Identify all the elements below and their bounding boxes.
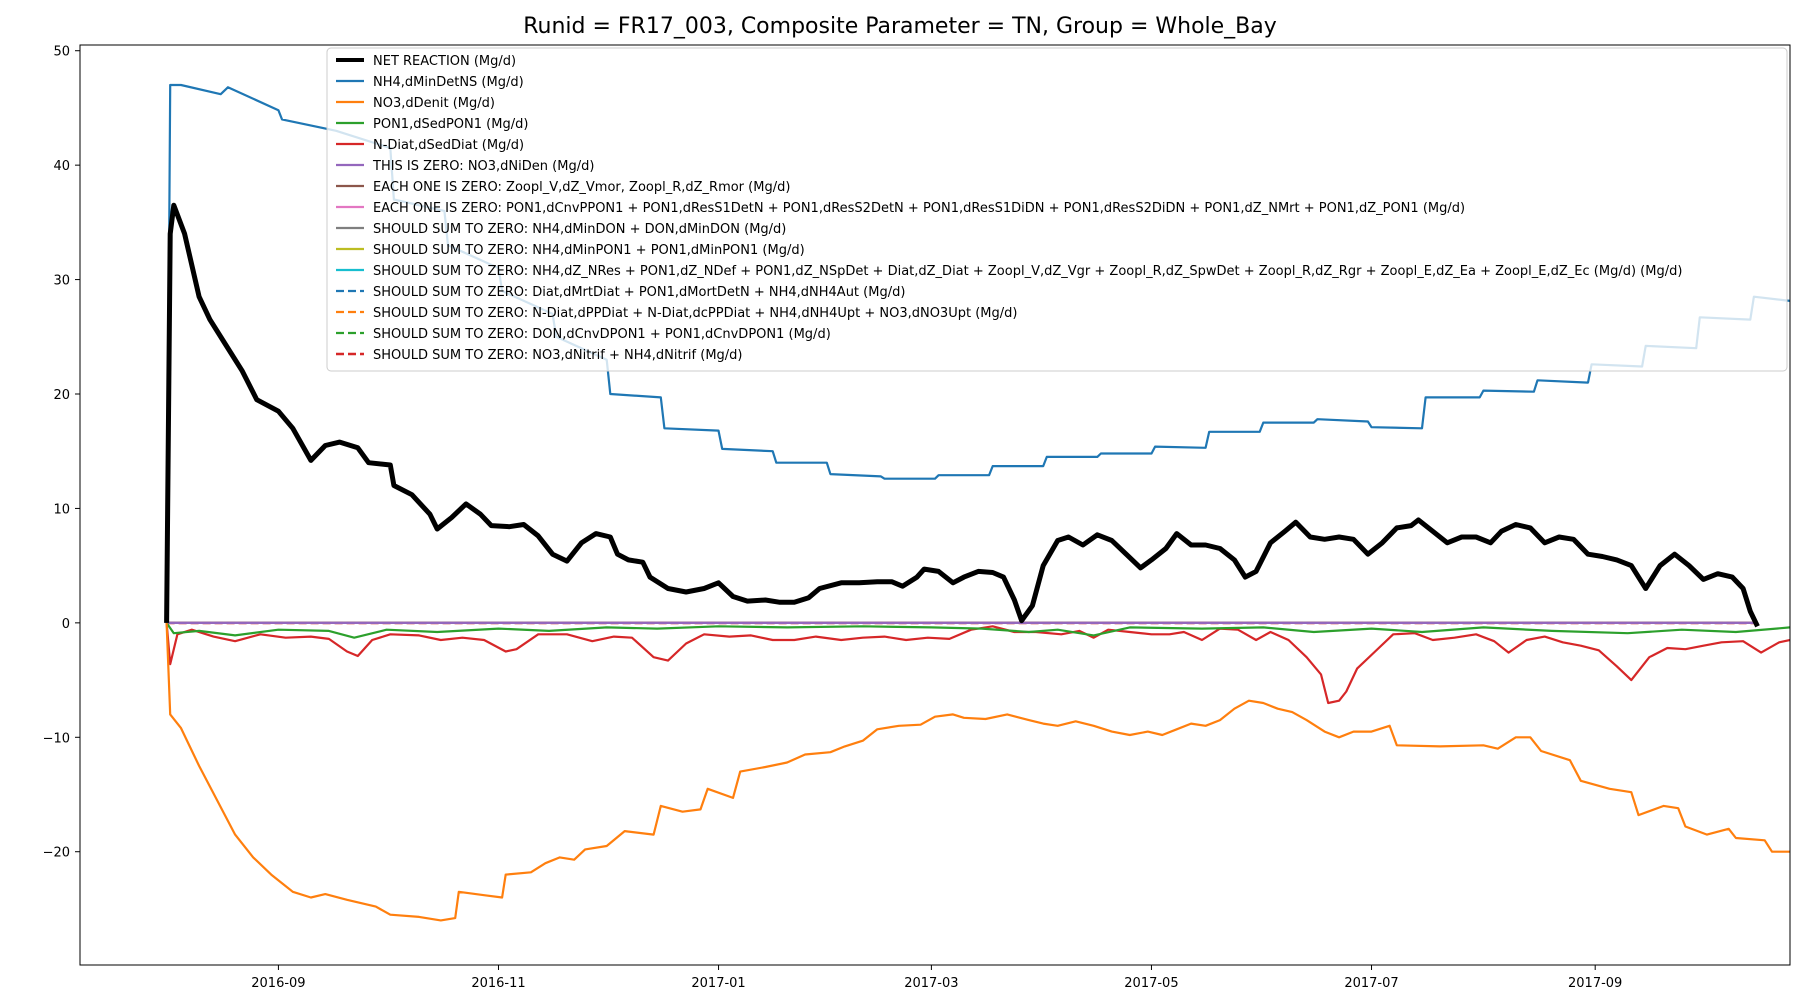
y-tick-label: 10 [53, 502, 70, 517]
chart-title: Runid = FR17_003, Composite Parameter = … [523, 14, 1277, 39]
legend-label: N-Diat,dSedDiat (Mg/d) [373, 138, 524, 153]
chart-legend: NET REACTION (Mg/d) NH4,dMinDetNS (Mg/d) N… [326, 47, 1788, 372]
legend-label: SHOULD SUM TO ZERO: N-Diat,dPPDiat + N-D… [373, 306, 1017, 321]
legend-label: SHOULD SUM TO ZERO: Diat,dMrtDiat + PON1… [373, 285, 905, 300]
y-tick-label: −10 [43, 731, 70, 746]
legend-label: NO3,dDenit (Mg/d) [373, 96, 495, 111]
legend-label: THIS IS ZERO: NO3,dNiDen (Mg/d) [372, 159, 594, 174]
legend-label: PON1,dSedPON1 (Mg/d) [373, 117, 528, 132]
x-tick-label: 2016-09 [251, 976, 305, 991]
legend-label: SHOULD SUM TO ZERO: NH4,dMinPON1 + PON1,… [373, 243, 805, 258]
legend-label: NET REACTION (Mg/d) [373, 54, 516, 69]
legend-label: EACH ONE IS ZERO: Zoopl_V,dZ_Vmor, Zoopl… [373, 180, 790, 195]
x-tick-label: 2017-07 [1344, 976, 1398, 991]
x-tick-label: 2017-03 [904, 976, 958, 991]
x-tick-label: 2017-01 [691, 976, 745, 991]
legend-label: EACH ONE IS ZERO: PON1,dCnvPPON1 + PON1,… [373, 201, 1465, 216]
legend-label: SHOULD SUM TO ZERO: DON,dCnvDPON1 + PON1… [373, 327, 831, 342]
y-tick-label: 20 [53, 388, 70, 403]
series-line-2 [165, 622, 1790, 922]
legend-label: SHOULD SUM TO ZERO: NO3,dNitrif + NH4,dN… [373, 348, 742, 363]
x-tick-label: 2017-09 [1568, 976, 1622, 991]
legend-label: SHOULD SUM TO ZERO: NH4,dMinDON + DON,dM… [373, 222, 786, 237]
y-tick-label: 30 [53, 274, 70, 289]
x-tick-label: 2016-11 [471, 976, 525, 991]
axes-layer: 50 40 30 20 10 0 −10 −20 2016-09 2016-11 2017-01 20… [43, 44, 1791, 991]
x-tick-label: 2017-05 [1124, 976, 1178, 991]
y-tick-label: 0 [62, 617, 70, 632]
legend-box [326, 47, 1788, 372]
legend-label: SHOULD SUM TO ZERO: NH4,dZ_NRes + PON1,d… [373, 264, 1682, 279]
series-line-4 [165, 622, 1790, 705]
legend-label: NH4,dMinDetNS (Mg/d) [373, 75, 524, 90]
y-tick-label: −20 [43, 846, 70, 861]
y-tick-label: 40 [53, 159, 70, 174]
y-tick-label: 50 [53, 45, 70, 60]
series-line-0 [164, 202, 1760, 628]
series-line-3 [165, 622, 1790, 639]
plot-frame [79, 44, 1791, 966]
